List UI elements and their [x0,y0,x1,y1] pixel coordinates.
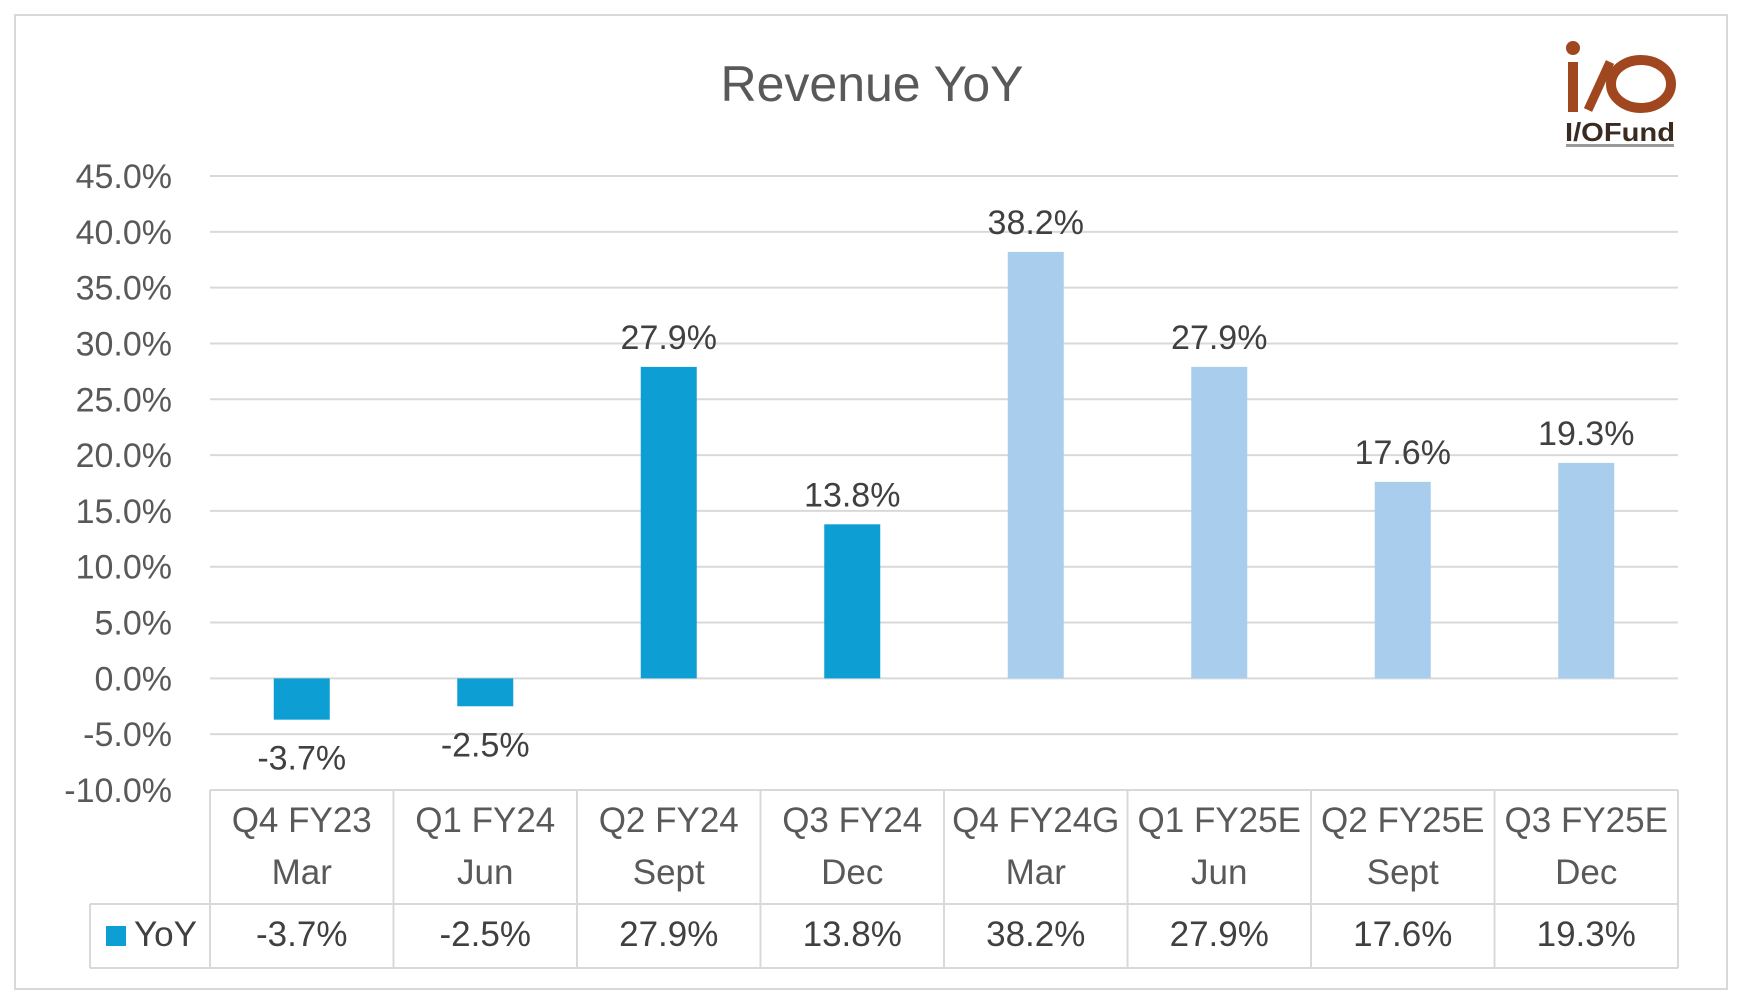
legend-swatch [106,926,126,946]
logo-i-dot [1566,41,1580,55]
y-tick-label: -10.0% [64,772,172,810]
y-tick-label: 40.0% [76,214,172,252]
y-tick-label: 0.0% [95,660,173,698]
logo-slash [1583,60,1615,112]
logo-tagline [1566,144,1674,147]
bar [1374,481,1431,679]
bar [1558,462,1615,679]
logo-o-ring [1606,55,1676,113]
table-value: 38.2% [986,915,1085,954]
bar [457,678,514,707]
logo-i-stem [1568,62,1578,112]
category-sublabel: Jun [457,853,513,892]
bar [1191,366,1248,679]
bar [824,524,881,679]
data-label: 19.3% [1538,415,1634,453]
category-label: Q2 FY24 [599,801,739,840]
y-tick-label: 10.0% [76,549,172,587]
category-label: Q4 FY23 [232,801,372,840]
y-tick-label: 35.0% [76,270,172,308]
table-value: -3.7% [256,915,347,954]
logo-text: I/OFund [1565,117,1675,147]
category-label: Q3 FY25E [1505,801,1668,840]
data-label: 27.9% [1171,319,1267,357]
bars [273,251,1615,720]
chart-title: Revenue YoY [720,56,1023,112]
bar [273,678,330,720]
category-label: Q2 FY25E [1321,801,1484,840]
category-label: Q1 FY24 [415,801,555,840]
data-label: 38.2% [988,204,1084,242]
table-value: 19.3% [1537,915,1636,954]
category-label: Q4 FY24G [952,801,1119,840]
data-label: -3.7% [257,740,346,778]
category-label: Q3 FY24 [782,801,922,840]
y-axis-ticks: 45.0% 40.0% 35.0% 30.0% 25.0% 20.0% 15.0% 10.0%… [64,158,172,810]
category-sublabel: Mar [272,853,333,892]
data-label: 13.8% [804,476,900,514]
y-tick-label: 45.0% [76,158,172,196]
y-tick-label: 30.0% [76,325,172,363]
category-sublabel: Mar [1006,853,1067,892]
data-label: 27.9% [621,319,717,357]
y-tick-label: -5.0% [83,716,172,754]
data-labels: -3.7% -2.5% 27.9% 13.8% 38.2% 27.9% 17.6% 19.3% [257,204,1634,778]
legend-series-name: YoY [134,915,197,954]
category-sublabel: Dec [1555,853,1617,892]
category-sublabel: Sept [1367,853,1439,892]
table-value: 27.9% [1170,915,1269,954]
y-tick-label: 15.0% [76,493,172,531]
data-label: -2.5% [441,726,530,764]
y-tick-label: 20.0% [76,437,172,475]
y-tick-label: 25.0% [76,381,172,419]
category-sublabel: Dec [821,853,883,892]
gridlines [210,175,1678,736]
category-sublabel: Sept [633,853,705,892]
data-table: Q4 FY23 Mar -3.7% Q1 FY24 Jun -2.5% Q2 FY24 Sep… [89,789,1679,969]
bar [1007,251,1064,679]
category-label: Q1 FY25E [1138,801,1301,840]
category-sublabel: Jun [1191,853,1247,892]
io-fund-logo: I/OFund [1565,41,1676,147]
table-value: 27.9% [619,915,718,954]
data-label: 17.6% [1355,434,1451,472]
bar [640,366,697,679]
table-value: -2.5% [440,915,531,954]
table-value: 17.6% [1353,915,1452,954]
table-value: 13.8% [803,915,902,954]
y-tick-label: 5.0% [95,605,173,643]
